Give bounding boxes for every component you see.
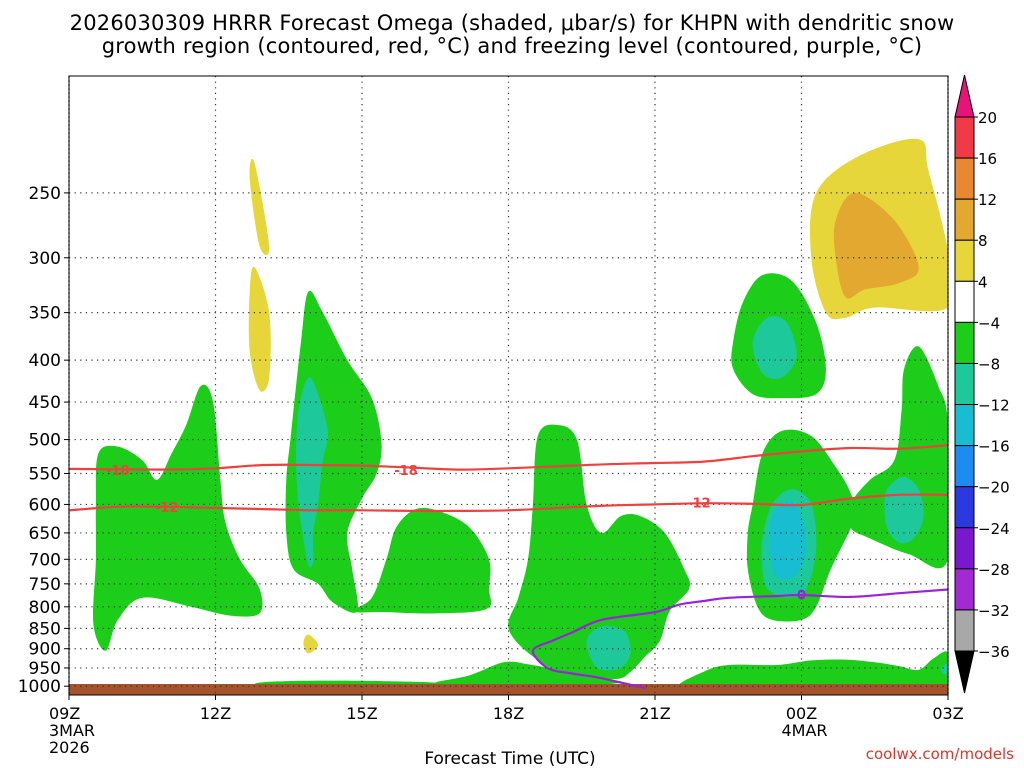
x-tick-sublabel-00Z: 4MAR [782,721,828,740]
colorbar-swatch-11 [954,568,975,611]
colorbar-label-5: −4 [978,314,1000,332]
colorbar-label-6: −8 [978,355,1000,373]
y-tick-label-950: 950 [29,659,61,679]
isotherm-label--12-0: -12 [155,501,179,516]
colorbar-label-1: 16 [978,150,997,168]
omega-region-11 [678,651,948,690]
isotherm-label--12-1: -12 [687,497,711,512]
omega-region-4 [833,192,919,299]
colorbar-swatch-6 [954,362,975,406]
axes: 2503003504004505005506006507007508008509… [18,184,964,757]
colorbar-label-9: −20 [978,479,1010,497]
x-tick-label-18Z: 18Z [493,704,524,723]
colorbar-swatch-8 [954,445,975,488]
colorbar-label-12: −32 [978,602,1010,620]
colorbar-label-11: −28 [978,561,1010,579]
colorbar-label-3: 8 [978,232,988,250]
colorbar-swatch-0 [954,116,975,159]
colorbar: 20 16 12 8 4 −4 −8 −12 −16 −20 −24 −28 −32 −36 [954,74,1010,694]
y-tick-label-400: 400 [29,351,61,371]
colorbar-label-0: 20 [978,109,997,127]
y-tick-label-550: 550 [29,464,61,484]
isotherm-label-0-0: 0 [797,589,806,604]
colorbar-label-7: −12 [978,397,1010,415]
colorbar-label-2: 12 [978,191,997,209]
omega-region-17 [752,316,797,380]
temperature-contours: -18 -18 -12 -12 0 [69,444,948,690]
colorbar-swatch-5 [954,321,975,364]
credit-text: coolwx.com/models [866,745,1014,763]
y-tick-label-700: 700 [29,550,61,570]
x-tick-label-09Z: 09Z [49,704,80,723]
colorbar-swatch-2 [954,198,975,241]
y-tick-label-1000: 1000 [18,677,61,697]
x-axis-label: Forecast Time (UTC) [424,749,595,768]
omega-region-1 [248,266,271,392]
y-tick-label-800: 800 [29,598,61,618]
omega-region-0 [249,158,270,256]
omega-region-15 [296,377,328,568]
colorbar-swatch-12 [954,609,975,652]
y-tick-label-750: 750 [29,575,61,595]
y-tick-label-850: 850 [29,619,61,639]
colorbar-swatch-bottom [954,650,975,694]
y-tick-label-900: 900 [29,640,61,660]
x-tick-label-03Z: 03Z [932,704,963,723]
omega-region-5 [93,384,263,651]
title-line-1: 2026030309 HRRR Forecast Omega (shaded, … [70,11,955,35]
colorbar-label-13: −36 [978,643,1010,661]
x-tick-sublabel-09Z: 3MAR [49,721,95,740]
x-tick-label-15Z: 15Z [346,704,377,723]
isotherm-line--18 [69,444,948,471]
colorbar-swatch-1 [954,157,975,200]
colorbar-label-8: −16 [978,438,1010,456]
omega-shading [93,138,948,690]
colorbar-swatch-7 [954,404,975,447]
title-line-2: growth region (contoured, red, °C) and f… [102,34,923,58]
colorbar-swatch-4 [954,280,975,323]
omega-region-9 [434,661,622,688]
omega-region-16 [586,625,631,671]
omega-region-8 [508,424,691,680]
isotherm-line-0 [531,588,948,690]
y-tick-label-300: 300 [29,249,61,269]
isotherm-line--12 [69,493,948,513]
omega-region-7 [351,507,492,614]
omega-region-2 [303,634,318,654]
x-tick-label-12Z: 12Z [200,704,231,723]
isotherm-label--18-1: -18 [394,464,418,479]
colorbar-label-4: 4 [978,273,988,291]
y-tick-label-600: 600 [29,495,61,515]
colorbar-swatch-3 [954,239,975,282]
ground-surface-strip [69,684,948,695]
y-tick-label-650: 650 [29,524,61,544]
colorbar-label-10: −24 [978,520,1010,538]
y-tick-label-450: 450 [29,393,61,413]
colorbar-swatch-10 [954,527,975,570]
x-tick-label-21Z: 21Z [639,704,670,723]
x-tick-label-00Z: 00Z [786,704,817,723]
omega-region-19 [884,476,924,544]
y-tick-label-500: 500 [29,431,61,451]
colorbar-swatch-top [954,74,975,118]
y-tick-label-350: 350 [29,304,61,324]
colorbar-swatch-9 [954,486,975,529]
isotherm-label--18-0: -18 [106,464,130,479]
grid [68,76,949,695]
y-tick-label-250: 250 [29,184,61,204]
x-tick-year-09Z: 2026 [49,738,90,757]
omega-region-20 [940,664,948,675]
